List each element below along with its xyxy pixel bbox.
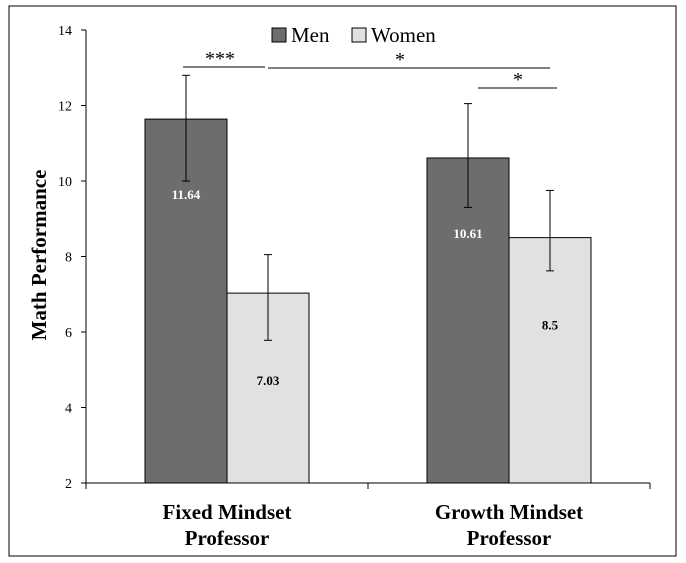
significance-marker: *	[513, 69, 523, 91]
legend-swatch-women	[351, 27, 367, 43]
data-label: 10.61	[453, 226, 482, 241]
x-category-label: Fixed Mindset	[163, 500, 292, 524]
bar-layer: 11.64 7.03 10.61 8.5	[144, 74, 592, 484]
bar-women-1	[508, 237, 592, 484]
y-tick-label: 2	[65, 477, 72, 492]
data-label: 8.5	[542, 318, 559, 333]
y-tick-label: 12	[58, 100, 72, 115]
y-tick-label: 8	[65, 251, 72, 266]
y-tick-label: 6	[65, 326, 72, 341]
y-tick-label: 10	[58, 175, 72, 190]
y-tick-label: 14	[58, 24, 72, 39]
significance-marker: ***	[205, 48, 235, 70]
significance-marker: *	[395, 49, 405, 71]
data-label: 11.64	[172, 187, 201, 202]
annotation-layer: *** **	[183, 48, 557, 91]
x-category-label: Professor	[467, 526, 552, 550]
x-category-label: Professor	[185, 526, 270, 550]
legend-swatch-men	[271, 27, 287, 43]
data-label: 7.03	[257, 373, 280, 388]
x-category-label: Growth Mindset	[435, 500, 583, 524]
y-tick-label: 4	[65, 402, 72, 417]
y-axis-label: Math Performance	[27, 170, 51, 341]
legend-label-women: Women	[371, 23, 436, 47]
legend-label-men: Men	[291, 23, 330, 47]
legend: Men Women	[271, 23, 436, 47]
bar-men-0	[144, 118, 228, 484]
